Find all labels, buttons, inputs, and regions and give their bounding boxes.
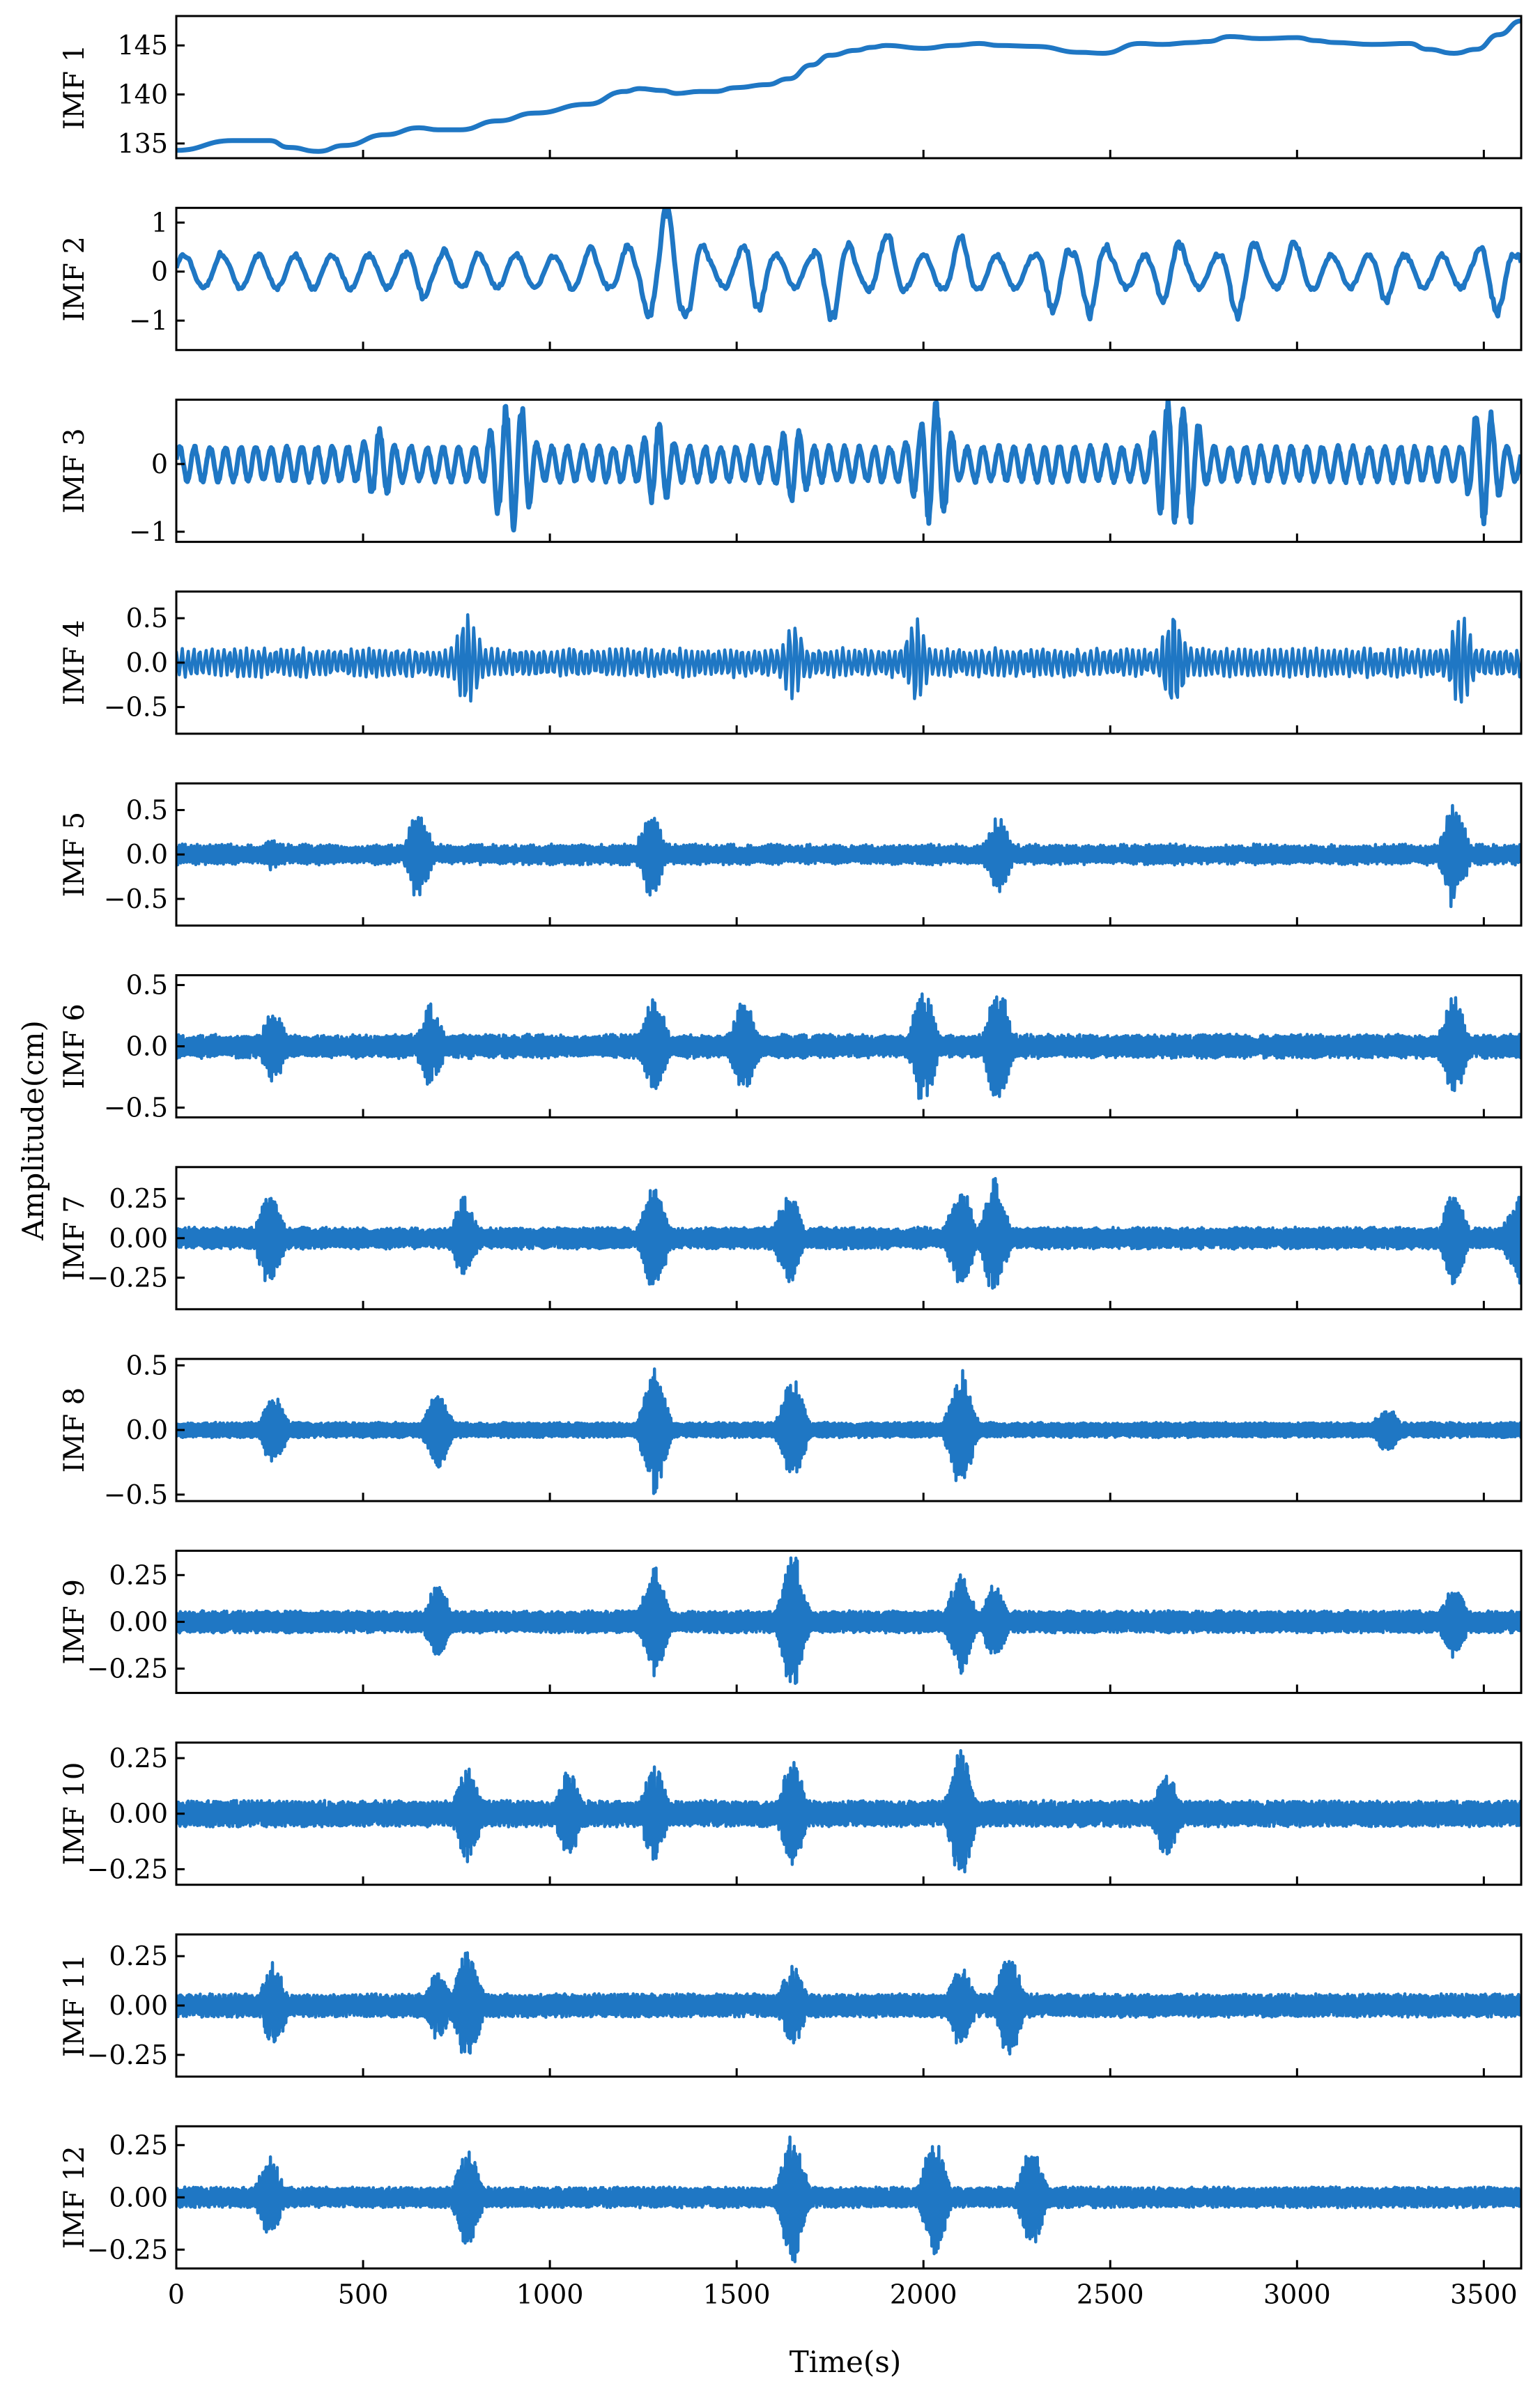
y-tick-label: −0.25 bbox=[87, 1654, 168, 1684]
y-tick-label: −1 bbox=[129, 305, 168, 336]
panel-11: −0.25 0.00 0.25 IMF 11 bbox=[59, 1933, 1523, 2078]
panel-frame bbox=[175, 15, 1523, 160]
imf-12-series-line bbox=[176, 2135, 1521, 2263]
panel-9: −0.25 0.00 0.25 IMF 9 bbox=[59, 1549, 1523, 1694]
panel-label: IMF 9 bbox=[59, 1579, 91, 1665]
y-tick-label: −0.25 bbox=[87, 2040, 168, 2070]
y-tick-label: 0.5 bbox=[126, 1350, 168, 1380]
y-tick-label: −0.25 bbox=[87, 2234, 168, 2265]
imf-6-series-line bbox=[176, 992, 1521, 1100]
x-tick-label: 500 bbox=[338, 2279, 389, 2309]
x-tick-label: 0 bbox=[168, 2279, 185, 2309]
panel-label: IMF 3 bbox=[59, 428, 91, 514]
panel-7: −0.25 0.00 0.25 IMF 7 bbox=[59, 1166, 1523, 1311]
y-tick-label: 145 bbox=[117, 30, 168, 61]
y-tick-label: 140 bbox=[117, 79, 168, 110]
x-axis-label: Time(s) bbox=[790, 2345, 901, 2379]
y-tick-label: −0.5 bbox=[104, 692, 168, 723]
panel-label: IMF 6 bbox=[59, 1003, 91, 1089]
y-tick-label: 0.00 bbox=[109, 1799, 168, 1829]
imf-9-series-line bbox=[176, 1556, 1521, 1685]
panel-2: −1 0 1 IMF 2 bbox=[59, 206, 1523, 351]
panel-6: −0.5 0.0 0.5 IMF 6 bbox=[59, 970, 1523, 1123]
y-tick-label: 0.00 bbox=[109, 1606, 168, 1637]
imf-1-trend-line bbox=[176, 18, 1521, 154]
panel-label: IMF 7 bbox=[59, 1195, 91, 1281]
y-tick-label: −0.25 bbox=[87, 1854, 168, 1884]
y-tick-label: 0.0 bbox=[126, 1031, 168, 1062]
panel-12: −0.25 0.00 0.25 IMF 12 bbox=[59, 2125, 1523, 2270]
panel-label: IMF 2 bbox=[59, 236, 91, 322]
y-tick-label: 135 bbox=[117, 128, 168, 159]
y-axis-label: Amplitude(cm) bbox=[16, 1020, 50, 1241]
y-tick-label: 0.25 bbox=[109, 1743, 168, 1773]
y-tick-label: 0.25 bbox=[109, 1560, 168, 1590]
y-tick-label: −0.5 bbox=[104, 1092, 168, 1123]
imf-4-series-line bbox=[176, 613, 1521, 704]
y-tick-label: 0.5 bbox=[126, 970, 168, 1001]
y-tick-label: 0.00 bbox=[109, 1223, 168, 1254]
x-tick-label: 3000 bbox=[1263, 2279, 1331, 2309]
y-tick-label: 0.0 bbox=[126, 1415, 168, 1445]
y-tick-label: −0.5 bbox=[104, 884, 168, 914]
imf-8-series-line bbox=[176, 1367, 1521, 1495]
x-tick-label: 3500 bbox=[1450, 2279, 1518, 2309]
panel-4: −0.5 0.0 0.5 IMF 4 bbox=[59, 590, 1523, 735]
panels-group: 135 140 145 IMF 1 −1 0 1 IMF 2 −1 0 IMF 3 −0.5 0.0 0.… bbox=[59, 15, 1523, 2309]
imf-2-series-line bbox=[176, 208, 1521, 323]
x-tick-label: 2500 bbox=[1077, 2279, 1144, 2309]
y-tick-label: 0.0 bbox=[126, 839, 168, 870]
imf-3-series-line bbox=[176, 399, 1521, 533]
y-tick-label: 0.5 bbox=[126, 794, 168, 825]
imf-11-series-line bbox=[176, 1951, 1521, 2056]
panel-label: IMF 12 bbox=[59, 2146, 91, 2249]
panel-label: IMF 4 bbox=[59, 620, 91, 706]
y-tick-label: −1 bbox=[129, 516, 168, 547]
y-tick-label: 0.5 bbox=[126, 603, 168, 633]
x-tick-label: 1000 bbox=[516, 2279, 584, 2309]
y-tick-label: 0.00 bbox=[109, 2182, 168, 2212]
panel-10: −0.25 0.00 0.25 IMF 10 bbox=[59, 1741, 1523, 1886]
y-tick-label: 0 bbox=[151, 449, 168, 479]
panel-3: −1 0 IMF 3 bbox=[59, 399, 1523, 547]
imf-10-series-line bbox=[176, 1749, 1521, 1874]
y-tick-label: −0.5 bbox=[104, 1479, 168, 1510]
panel-8: −0.5 0.0 0.5 IMF 8 bbox=[59, 1350, 1523, 1510]
x-tick-label: 2000 bbox=[890, 2279, 957, 2309]
panel-label: IMF 10 bbox=[59, 1762, 91, 1865]
imf-5-series-line bbox=[176, 803, 1521, 909]
panel-frame bbox=[175, 399, 1523, 544]
x-tick-label: 1500 bbox=[703, 2279, 771, 2309]
panel-label: IMF 8 bbox=[59, 1387, 91, 1473]
y-tick-label: 0.25 bbox=[109, 2130, 168, 2160]
panel-1: 135 140 145 IMF 1 bbox=[59, 15, 1523, 160]
panel-label: IMF 1 bbox=[59, 45, 91, 130]
panel-label: IMF 5 bbox=[59, 812, 91, 898]
panel-frame bbox=[175, 206, 1523, 351]
y-tick-label: 0.0 bbox=[126, 647, 168, 678]
panel-label: IMF 11 bbox=[59, 1954, 91, 2057]
imf-7-series-line bbox=[176, 1176, 1521, 1290]
y-tick-label: 0.25 bbox=[109, 1183, 168, 1214]
y-tick-label: −0.25 bbox=[87, 1262, 168, 1293]
y-tick-label: 1 bbox=[151, 207, 168, 238]
y-tick-label: 0.25 bbox=[109, 1941, 168, 1971]
y-tick-label: 0 bbox=[151, 256, 168, 287]
y-tick-label: 0.00 bbox=[109, 1990, 168, 2021]
panel-5: −0.5 0.0 0.5 IMF 5 bbox=[59, 782, 1523, 927]
